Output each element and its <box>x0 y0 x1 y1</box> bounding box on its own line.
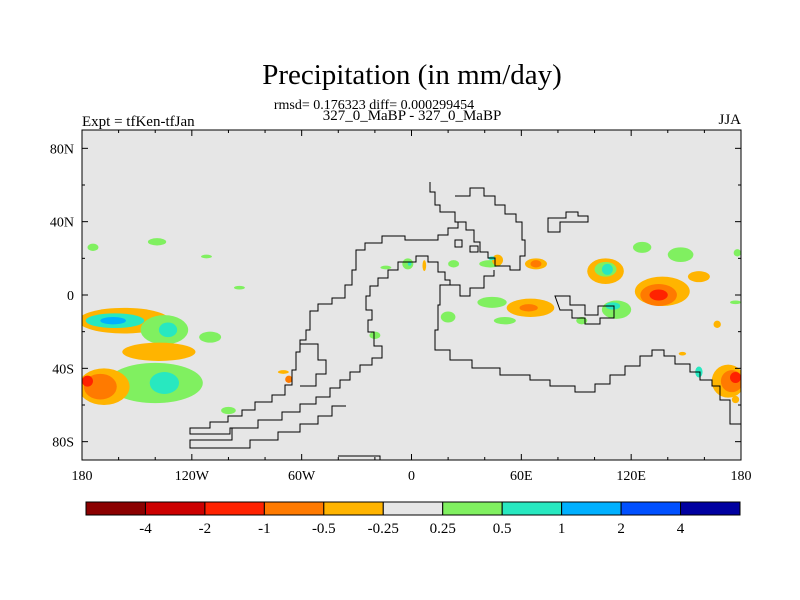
coastline-shield <box>300 343 327 387</box>
colorbar-swatch <box>382 501 444 516</box>
colorbar-label: -0.5 <box>312 521 336 537</box>
precip-anomaly-blob <box>493 317 516 325</box>
map-plot-area <box>82 130 741 460</box>
colorbar-swatch <box>323 501 384 516</box>
colorbar-swatch <box>620 501 682 516</box>
colorbar-label: -0.25 <box>368 521 399 537</box>
y-tick-label: 40N <box>50 216 74 231</box>
precip-anomaly-blob <box>733 249 741 257</box>
colorbar-label: -4 <box>139 521 152 537</box>
x-tick-label: 180 <box>731 469 752 484</box>
x-tick-label: 0 <box>408 469 415 484</box>
x-tick-label: 120E <box>616 469 646 484</box>
precip-anomaly-blob <box>687 271 710 283</box>
colorbar-swatch <box>144 501 206 516</box>
x-tick-label: 60W <box>288 469 316 484</box>
colorbar-swatch <box>442 501 503 516</box>
coastline-north-continent <box>189 182 741 435</box>
coastline-small-feature <box>454 239 463 248</box>
precip-anomaly-blob <box>730 372 741 383</box>
precip-anomaly-blob <box>285 375 293 384</box>
precip-anomaly-blob <box>147 238 167 246</box>
y-axis: 80N 40N 0 40S 80S <box>50 142 741 451</box>
coastline-south-island-1 <box>189 405 346 449</box>
precip-anomaly-blob <box>422 260 427 272</box>
colorbar-label: 4 <box>677 521 685 537</box>
precip-anomaly-blob <box>632 241 652 253</box>
colorbar-label: 0.25 <box>430 521 456 537</box>
precip-anomaly-blob <box>667 247 694 262</box>
coastline-north-inner <box>455 187 526 271</box>
precip-anomaly-blob <box>649 289 668 301</box>
continent-outlines <box>189 182 741 460</box>
colorbar-swatch <box>501 501 563 516</box>
precip-anomaly-blob <box>149 372 180 394</box>
x-tick-label: 60E <box>510 469 533 484</box>
colorbar-swatch <box>263 501 325 516</box>
precip-anomaly-blob <box>530 260 542 268</box>
y-tick-label: 40S <box>52 362 74 377</box>
coastline-south-tail <box>338 455 381 460</box>
colorbar-label: -2 <box>199 521 212 537</box>
colorbar-label: -1 <box>258 521 271 537</box>
colorbar-label: 0.5 <box>493 521 512 537</box>
precip-anomaly-blob <box>448 260 460 268</box>
precip-anomaly-blob <box>601 263 613 275</box>
chart-title: Precipitation (in mm/day) <box>262 59 562 91</box>
precip-anomaly-blob <box>200 254 212 259</box>
coastline-small-feature-2 <box>469 245 479 253</box>
x-tick-label: 180 <box>72 469 93 484</box>
y-tick-label: 80N <box>50 142 74 157</box>
colorbar-swatch <box>204 501 265 516</box>
precip-anomaly-blob <box>713 320 721 329</box>
colorbar-swatch <box>561 501 622 516</box>
precip-anomaly-blob <box>122 342 196 362</box>
precip-anomaly-blob <box>100 317 126 325</box>
coastline-east-segments <box>547 211 589 233</box>
precip-anomaly-blob <box>233 285 245 290</box>
precip-anomaly-blob <box>87 243 99 251</box>
coastline-maritime-islands <box>554 295 615 325</box>
colorbar-swatch <box>680 501 741 516</box>
right-label: JJA <box>718 112 741 128</box>
precip-anomaly-blob <box>731 395 740 404</box>
colorbar-swatch <box>85 501 146 516</box>
colorbar: -4 -2 -1 -0.5 -0.25 0.25 0.5 1 2 4 <box>85 501 741 537</box>
precip-anomaly-blob <box>82 375 93 387</box>
y-tick-label: 0 <box>67 289 74 304</box>
precip-anomaly-blob <box>221 406 236 415</box>
precip-anomaly-blob <box>199 331 222 343</box>
precipitation-field-layer <box>82 238 741 415</box>
x-tick-label: 120W <box>175 469 210 484</box>
precip-anomaly-blob <box>277 370 289 374</box>
precip-anomaly-blob <box>519 304 538 312</box>
precip-anomaly-blob <box>730 300 741 305</box>
precip-anomaly-blob <box>477 296 507 308</box>
precip-anomaly-blob <box>576 317 588 325</box>
stats-line: rmsd= 0.176323 diff= 0.000299454 <box>274 98 474 113</box>
center-label: 327_0_MaBP - 327_0_MaBP <box>323 108 502 124</box>
precip-anomaly-blob <box>158 322 178 338</box>
left-label: Expt = tfKen-tfJan <box>82 114 195 130</box>
colorbar-label: 1 <box>558 521 566 537</box>
precip-anomaly-blob <box>369 331 381 340</box>
precip-anomaly-blob <box>678 351 687 356</box>
x-axis: 180 120W 60W 0 60E 120E 180 <box>72 130 752 484</box>
y-tick-label: 80S <box>52 436 74 451</box>
precip-anomaly-blob <box>407 262 412 266</box>
precip-anomaly-blob <box>380 265 392 270</box>
precip-anomaly-blob <box>492 254 504 266</box>
coastline-arabia <box>450 270 495 297</box>
precip-anomaly-blob <box>440 311 456 323</box>
colorbar-label: 2 <box>617 521 625 537</box>
